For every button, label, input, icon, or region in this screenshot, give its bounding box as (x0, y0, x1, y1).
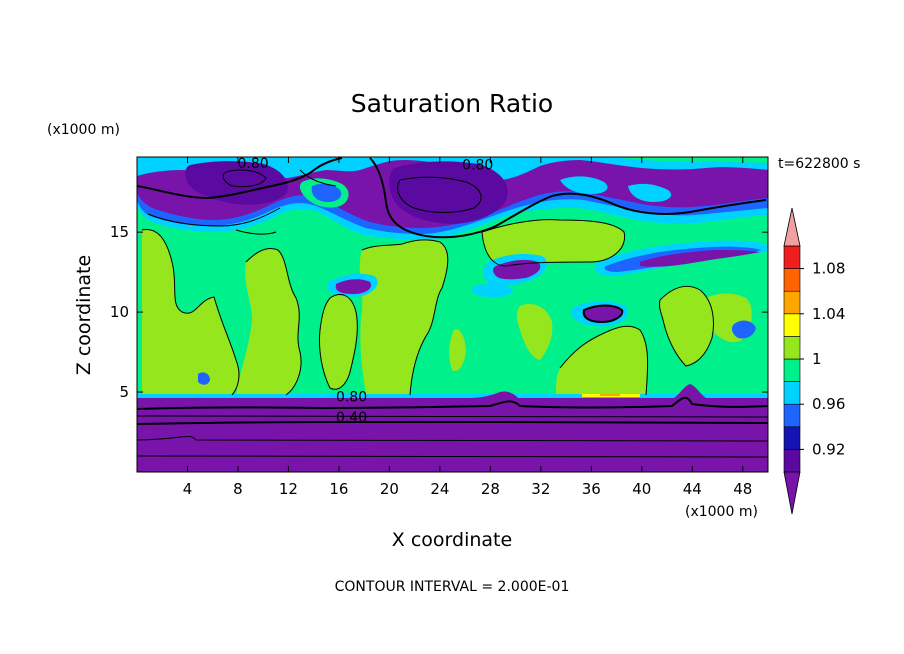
colorbar-tick-label: 1.04 (812, 305, 845, 323)
colorbar-tick-label: 1 (812, 350, 822, 368)
plot-frame (136, 156, 769, 473)
x-tick-label: 28 (481, 480, 500, 498)
colorbar-band (783, 290, 801, 315)
colorbar-band (783, 313, 801, 337)
colorbar-tick-label: 0.92 (812, 440, 845, 458)
colorbar-band (783, 336, 801, 360)
colorbar-tick-label: 1.08 (812, 260, 845, 278)
supersaturation-regions (142, 219, 752, 395)
x-tick-label: 12 (279, 480, 298, 498)
colorbar-below-arrow (783, 471, 801, 515)
colorbar-tick-label: 0.96 (812, 395, 845, 413)
lower-dry-layer-purple (137, 384, 768, 472)
contour-lines (137, 157, 768, 458)
x-unit-label: (x1000 m) (685, 504, 758, 520)
colorbar-band (783, 268, 801, 292)
x-tick-label: 40 (632, 480, 651, 498)
colorbar-band (783, 245, 801, 269)
x-tick-label: 20 (380, 480, 399, 498)
x-tick-label: 8 (233, 480, 243, 498)
y-axis-ticks: 5 10 15 (110, 223, 768, 401)
mid-level-streaks (198, 240, 768, 385)
y-unit-label: (x1000 m) (47, 122, 120, 138)
colorbar-band (783, 358, 801, 382)
upper-moist-intrusions (137, 157, 768, 208)
contour-label: 0.80 (462, 158, 493, 174)
y-tick-label: 10 (110, 303, 129, 321)
colorbar: 0.92 0.96 1 1.04 1.08 (783, 207, 845, 515)
contour-label: 0.80 (336, 389, 367, 405)
colorbar-band (783, 403, 801, 428)
x-tick-label: 24 (430, 480, 449, 498)
x-tick-label: 4 (183, 480, 193, 498)
saturation-field (137, 157, 768, 472)
y-tick-label: 5 (119, 383, 129, 401)
colorbar-band (783, 426, 801, 450)
y-axis-title: Z coordinate (73, 255, 95, 375)
x-tick-label: 32 (531, 480, 550, 498)
x-axis-title: X coordinate (392, 529, 512, 551)
contour-label: 0.80 (238, 156, 269, 172)
contour-label: 0.40 (336, 410, 367, 426)
surface-orange-patch (600, 394, 620, 396)
y-tick-label: 15 (110, 223, 129, 241)
contour-interval-note: CONTOUR INTERVAL = 2.000E-01 (335, 579, 570, 595)
x-tick-label: 48 (733, 480, 752, 498)
x-axis-ticks: 4 8 12 16 20 24 28 32 36 40 44 48 (183, 157, 752, 498)
colorbar-band (783, 449, 801, 473)
contour-value-labels: 0.80 0.80 0.80 0.40 (238, 156, 494, 426)
x-tick-label: 16 (329, 480, 348, 498)
x-tick-label: 36 (582, 480, 601, 498)
colorbar-above-arrow (783, 207, 801, 247)
colorbar-band (783, 381, 801, 405)
x-tick-label: 44 (683, 480, 702, 498)
chart-title: Saturation Ratio (351, 89, 553, 118)
time-label: t=622800 s (778, 156, 860, 172)
